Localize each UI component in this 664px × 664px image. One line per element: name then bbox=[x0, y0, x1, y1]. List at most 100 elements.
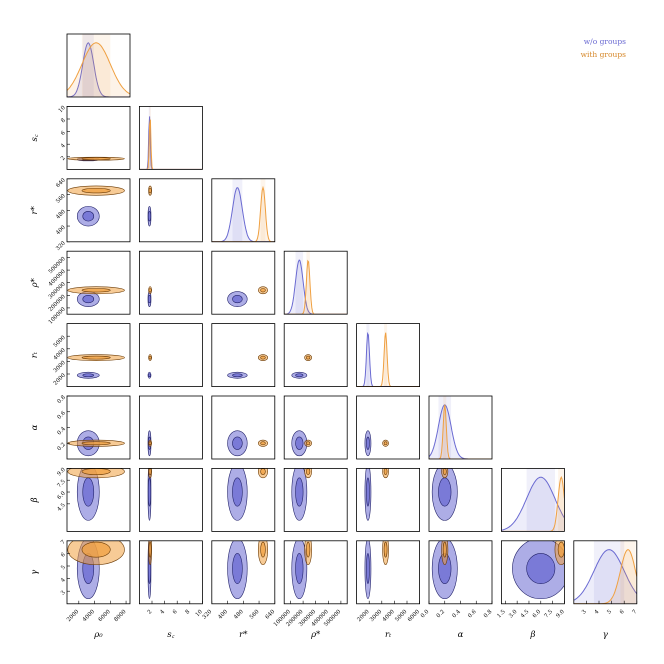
panel-sc-sc bbox=[138, 106, 203, 170]
xtick-label-rt-1: 3000 bbox=[369, 609, 383, 623]
contour-γ-ρ*-1-1 bbox=[306, 541, 311, 558]
xtick-label-ρ0-1: 4000 bbox=[82, 609, 96, 623]
ytick-label-r*-4: 640 bbox=[55, 177, 67, 189]
contour-β-rt-0-1 bbox=[366, 477, 370, 507]
ylabel-rt: rₜ bbox=[30, 351, 40, 358]
xtick-label-sc-0: 2 bbox=[147, 609, 154, 616]
xtick-label-r*-1: 400 bbox=[217, 609, 229, 621]
contour-α-rt-0-1 bbox=[366, 436, 370, 450]
contour-rt-ρ0-0-1 bbox=[82, 373, 95, 378]
marginal-band-α-1 bbox=[443, 396, 447, 459]
panel-ρ*-r* bbox=[211, 250, 276, 315]
contour-α-r*-0-1 bbox=[232, 436, 243, 450]
marginal-band-r*-0 bbox=[232, 178, 243, 242]
panel-r*-sc bbox=[138, 178, 203, 243]
marginal-band-ρ0-0 bbox=[82, 34, 94, 97]
ytick-label-sc-1: 4 bbox=[60, 142, 67, 149]
panel-β-r* bbox=[211, 467, 276, 532]
contour-β-α-1-1 bbox=[442, 468, 447, 475]
xtick-label-α-1: 0.2 bbox=[436, 609, 446, 619]
xtick-label-β-4: 7.5 bbox=[544, 609, 555, 620]
contour-α-ρ0-1-1 bbox=[81, 441, 111, 446]
xtick-label-rt-2: 4000 bbox=[382, 609, 396, 623]
panel-rt-ρ* bbox=[283, 323, 348, 388]
xtick-label-ρ0-0: 2000 bbox=[66, 609, 80, 623]
xlabel-sc: s꜀ bbox=[167, 630, 174, 640]
contour-γ-rt-0-1 bbox=[366, 553, 370, 584]
panel-β-α bbox=[428, 467, 493, 532]
contour-γ-r*-1-1 bbox=[260, 541, 266, 558]
xtick-label-γ-3: 6 bbox=[619, 609, 626, 616]
panel-ρ0-ρ0 bbox=[66, 33, 131, 98]
contour-rt-ρ0-1-1 bbox=[81, 355, 111, 360]
ylabel-α: α bbox=[30, 424, 40, 430]
xtick-label-β-1: 3.0 bbox=[508, 609, 519, 620]
marginal-fill-ρ*-0 bbox=[285, 260, 315, 315]
legend-entry-without-groups: w/o groups bbox=[583, 37, 626, 46]
contour-β-sc-0-1 bbox=[147, 477, 151, 507]
ytick-label-γ-2: 5 bbox=[60, 564, 67, 571]
panel-γ-ρ0 bbox=[66, 540, 131, 605]
contour-γ-α-1-1 bbox=[442, 541, 447, 558]
xtick-label-α-3: 0.6 bbox=[467, 609, 478, 620]
marginal-band-rt-0 bbox=[366, 323, 370, 387]
panel-ρ*-sc bbox=[138, 250, 203, 315]
panel-α-α bbox=[428, 395, 493, 460]
marginal-fill-β-1 bbox=[549, 477, 565, 532]
marginal-band-β-1 bbox=[558, 468, 565, 532]
marginal-curve-β-1 bbox=[501, 475, 565, 532]
marginal-curve-α-0 bbox=[429, 404, 492, 459]
ytick-label-β-1: 6.0 bbox=[56, 490, 67, 501]
panel-α-ρ0 bbox=[66, 395, 131, 460]
ytick-label-rt-2: 4000 bbox=[53, 347, 67, 361]
marginal-fill-β-0 bbox=[501, 477, 565, 532]
xtick-label-rt-4: 6000 bbox=[407, 609, 421, 623]
xtick-label-ρ0-3: 8000 bbox=[113, 609, 127, 623]
marginal-curve-ρ0-1 bbox=[67, 42, 130, 95]
ylabel-sc: s꜀ bbox=[30, 134, 40, 141]
panel-γ-rt bbox=[356, 540, 421, 605]
panel-rt-r* bbox=[211, 323, 276, 388]
xtick-label-r*-2: 480 bbox=[233, 609, 245, 621]
xtick-label-rt-3: 5000 bbox=[394, 609, 408, 623]
ylabel-ρ*: ρ* bbox=[30, 277, 40, 288]
contour-rt-r*-0-1 bbox=[232, 373, 243, 378]
contour-rt-sc-0-1 bbox=[147, 373, 151, 378]
marginal-band-rt-1 bbox=[384, 323, 388, 387]
contour-γ-β-1-1 bbox=[557, 541, 565, 558]
marginal-curve-ρ*-0 bbox=[284, 259, 348, 315]
ytick-label-γ-3: 6 bbox=[60, 552, 67, 559]
xlabel-r*: r* bbox=[239, 630, 248, 640]
ytick-label-α-1: 0.4 bbox=[56, 426, 67, 437]
xtick-label-γ-2: 5 bbox=[606, 609, 613, 616]
marginal-fill-γ-1 bbox=[573, 549, 637, 604]
contour-ρ*-sc-1-1 bbox=[148, 288, 152, 293]
panel-sc-ρ0 bbox=[66, 106, 131, 170]
xtick-label-γ-1: 4 bbox=[594, 609, 601, 616]
contour-rt-ρ*-1-1 bbox=[306, 355, 311, 360]
contour-rt-ρ*-0-1 bbox=[295, 373, 304, 378]
contour-β-ρ*-0-1 bbox=[295, 477, 304, 507]
contour-γ-ρ0-1-1 bbox=[81, 541, 111, 558]
contour-ρ*-sc-0-1 bbox=[147, 294, 151, 304]
contour-r*-ρ0-0-1 bbox=[82, 210, 95, 222]
xtick-label-r*-0: 320 bbox=[202, 609, 214, 621]
xtick-label-γ-0: 3 bbox=[581, 609, 588, 616]
ylabel-γ: γ bbox=[30, 569, 40, 575]
xlabel-ρ*: ρ* bbox=[310, 630, 321, 640]
xlabel-β: β bbox=[529, 630, 535, 640]
ytick-label-rt-3: 5000 bbox=[53, 334, 67, 348]
panel-rt-sc bbox=[138, 323, 203, 388]
xtick-label-β-3: 6.0 bbox=[532, 609, 543, 620]
contour-α-ρ*-0-1 bbox=[295, 436, 304, 450]
contour-β-ρ*-1-1 bbox=[306, 468, 311, 475]
contour-β-rt-1-1 bbox=[383, 468, 388, 475]
contour-rt-sc-1-1 bbox=[148, 355, 152, 360]
panel-α-rt bbox=[356, 395, 421, 460]
marginal-fill-ρ0-0 bbox=[67, 42, 130, 97]
contour-r*-ρ0-1-1 bbox=[81, 187, 111, 194]
xtick-label-r*-3: 560 bbox=[249, 609, 261, 621]
contour-r*-sc-1-1 bbox=[148, 187, 152, 194]
ylabel-r*: r* bbox=[30, 205, 40, 214]
xtick-label-sc-3: 8 bbox=[184, 609, 191, 616]
